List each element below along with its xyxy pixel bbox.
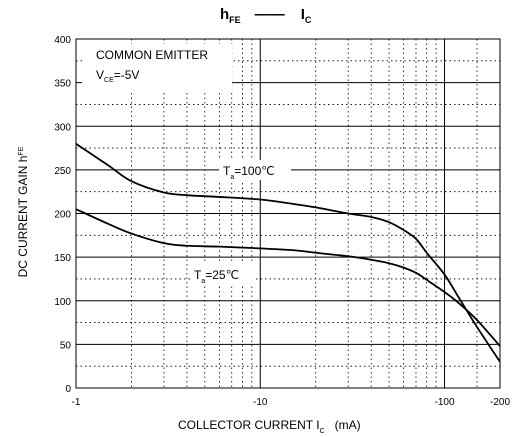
x-tick-label: -1 — [72, 397, 81, 408]
title-ic-sub: C — [305, 15, 312, 25]
note-background — [82, 44, 232, 90]
note-line1: COMMON EMITTER — [96, 48, 208, 62]
x-tick-label: -200 — [490, 397, 510, 408]
label-100c-background — [219, 160, 291, 180]
x-axis-label: COLLECTOR CURRENT IC (mA) — [178, 418, 361, 435]
y-tick-label: 200 — [54, 210, 71, 221]
x-tick-label: -10 — [253, 397, 268, 408]
y-tick-label: 350 — [54, 79, 71, 90]
tick-labels: 0 50 100 150 200 250 300 350 400 -1 -10 -100 -200 — [54, 35, 510, 408]
y-axis-label: DC CURRENT GAIN hFE — [16, 146, 30, 277]
note-line2: VCE=-5V — [96, 68, 139, 84]
series-line-25c — [75, 208, 501, 347]
plot-frame — [75, 38, 501, 389]
title-ic: I — [301, 6, 305, 23]
label-25c-background — [190, 264, 254, 284]
series-label-100c: Ta=100℃ — [223, 164, 275, 181]
series-label-25c: Ta=25℃ — [194, 268, 239, 285]
series-line-100c — [75, 142, 501, 363]
x-tick-label: -100 — [435, 397, 455, 408]
chart-title: hFE —— IC — [220, 6, 312, 25]
y-tick-label: 150 — [54, 253, 71, 264]
series — [75, 142, 501, 363]
note-v: V — [96, 68, 104, 82]
y-tick-label: 250 — [54, 166, 71, 177]
y-tick-label: 400 — [54, 35, 71, 46]
note-v-sub: CE — [104, 77, 114, 84]
grid — [76, 39, 500, 388]
y-tick-label: 50 — [60, 340, 72, 351]
y-tick-label: 0 — [65, 384, 71, 395]
y-tick-label: 100 — [54, 297, 71, 308]
note-v-value: =-5V — [114, 68, 140, 82]
y-tick-label: 300 — [54, 122, 71, 133]
title-hfe-sub: FE — [229, 15, 241, 25]
title-hfe: h — [220, 6, 229, 23]
title-dash: —— — [255, 6, 285, 23]
